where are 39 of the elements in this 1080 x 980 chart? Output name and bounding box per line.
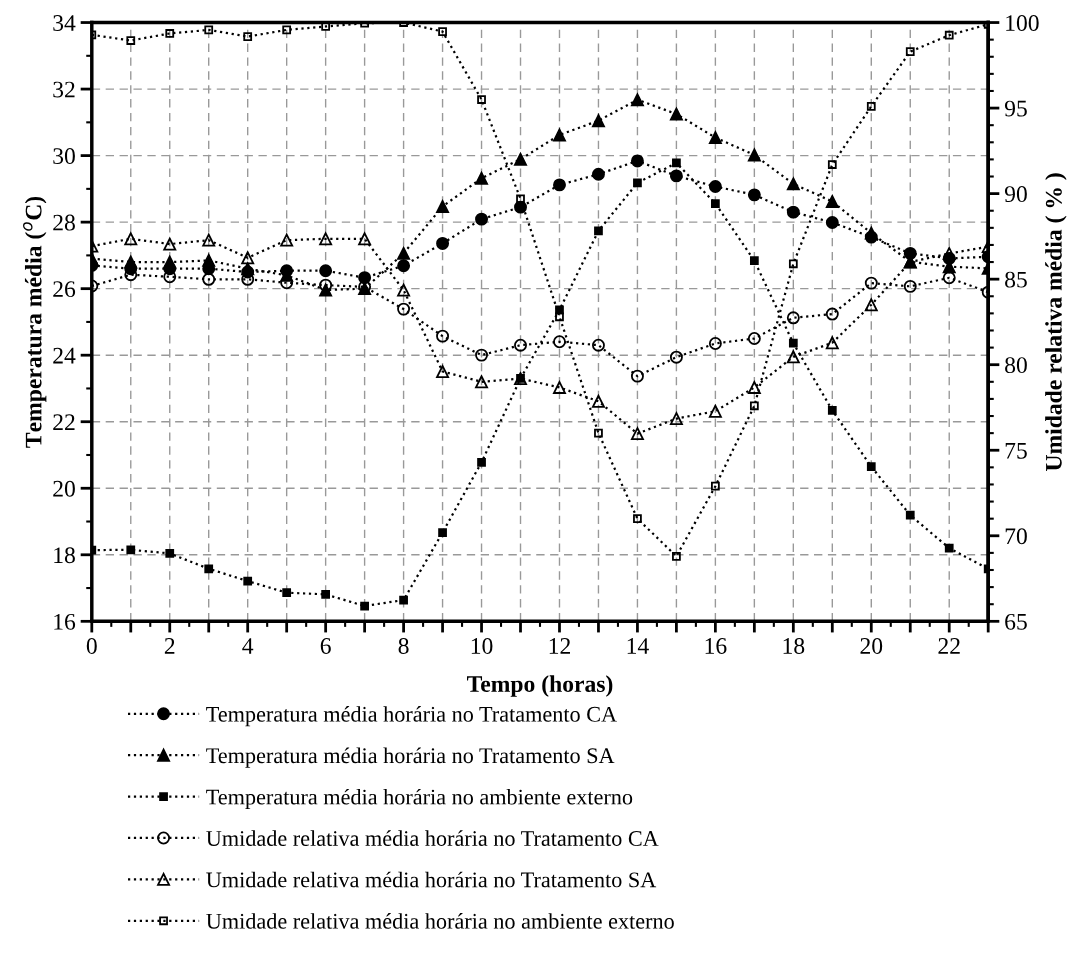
x-tick-label: 22 bbox=[938, 638, 960, 654]
y2-tick-label: 100 bbox=[1006, 15, 1039, 31]
x-tick-label: 18 bbox=[783, 637, 805, 654]
x-tick-label: 0 bbox=[86, 637, 97, 654]
x-tick-label: 2 bbox=[164, 638, 175, 654]
y2-tick-label: 65 bbox=[1005, 613, 1027, 630]
x-tick-label: 12 bbox=[549, 638, 570, 654]
y-tick-label: 16 bbox=[54, 613, 76, 630]
x-tick-label: 6 bbox=[320, 638, 331, 654]
y2-axis-title: Umidade relativa média ( % ) bbox=[1045, 173, 1067, 471]
y-tick-label: 22 bbox=[53, 414, 75, 430]
y-tick-label: 20 bbox=[53, 480, 75, 497]
x-tick-label: 4 bbox=[242, 638, 254, 654]
y-tick-label: 18 bbox=[54, 547, 75, 564]
legend-label: Umidade relativa média horária no ambiente externo bbox=[206, 913, 674, 929]
x-axis-title: Tempo (horas) bbox=[467, 675, 613, 697]
y-tick-label: 26 bbox=[53, 281, 76, 298]
legend-label: Umidade relativa média horária no Tratamento SA bbox=[206, 871, 657, 888]
y2-tick-label: 90 bbox=[1004, 186, 1027, 203]
y-tick-label: 34 bbox=[53, 15, 76, 31]
legend-label: Temperatura média horária no Tratamento CA bbox=[206, 706, 617, 727]
legend-label: Temperatura média horária no Tratamento SA bbox=[206, 747, 615, 768]
y2-tick-label: 95 bbox=[1004, 100, 1027, 117]
x-tick-label: 8 bbox=[398, 637, 409, 654]
y-tick-label: 32 bbox=[53, 81, 75, 98]
y2-tick-label: 80 bbox=[1005, 357, 1027, 374]
y-tick-label: 28 bbox=[53, 214, 75, 231]
y2-tick-label: 75 bbox=[1005, 442, 1027, 459]
y-tick-label: 24 bbox=[53, 347, 76, 364]
y2-tick-label: 85 bbox=[1005, 271, 1027, 288]
y2-tick-label: 70 bbox=[1005, 528, 1027, 545]
x-tick-label: 10 bbox=[471, 637, 493, 654]
x-tick-label: 20 bbox=[860, 637, 883, 654]
legend-label: Umidade relativa média horária no Tratamento CA bbox=[206, 830, 659, 846]
legend-label: Temperatura média horária no ambiente externo bbox=[206, 788, 633, 810]
y-tick-label: 30 bbox=[53, 148, 75, 165]
y-axis-title: Temperatura média ($^{o}$C) bbox=[23, 196, 47, 448]
x-tick-label: 16 bbox=[705, 638, 727, 654]
x-tick-label: 14 bbox=[627, 638, 649, 654]
